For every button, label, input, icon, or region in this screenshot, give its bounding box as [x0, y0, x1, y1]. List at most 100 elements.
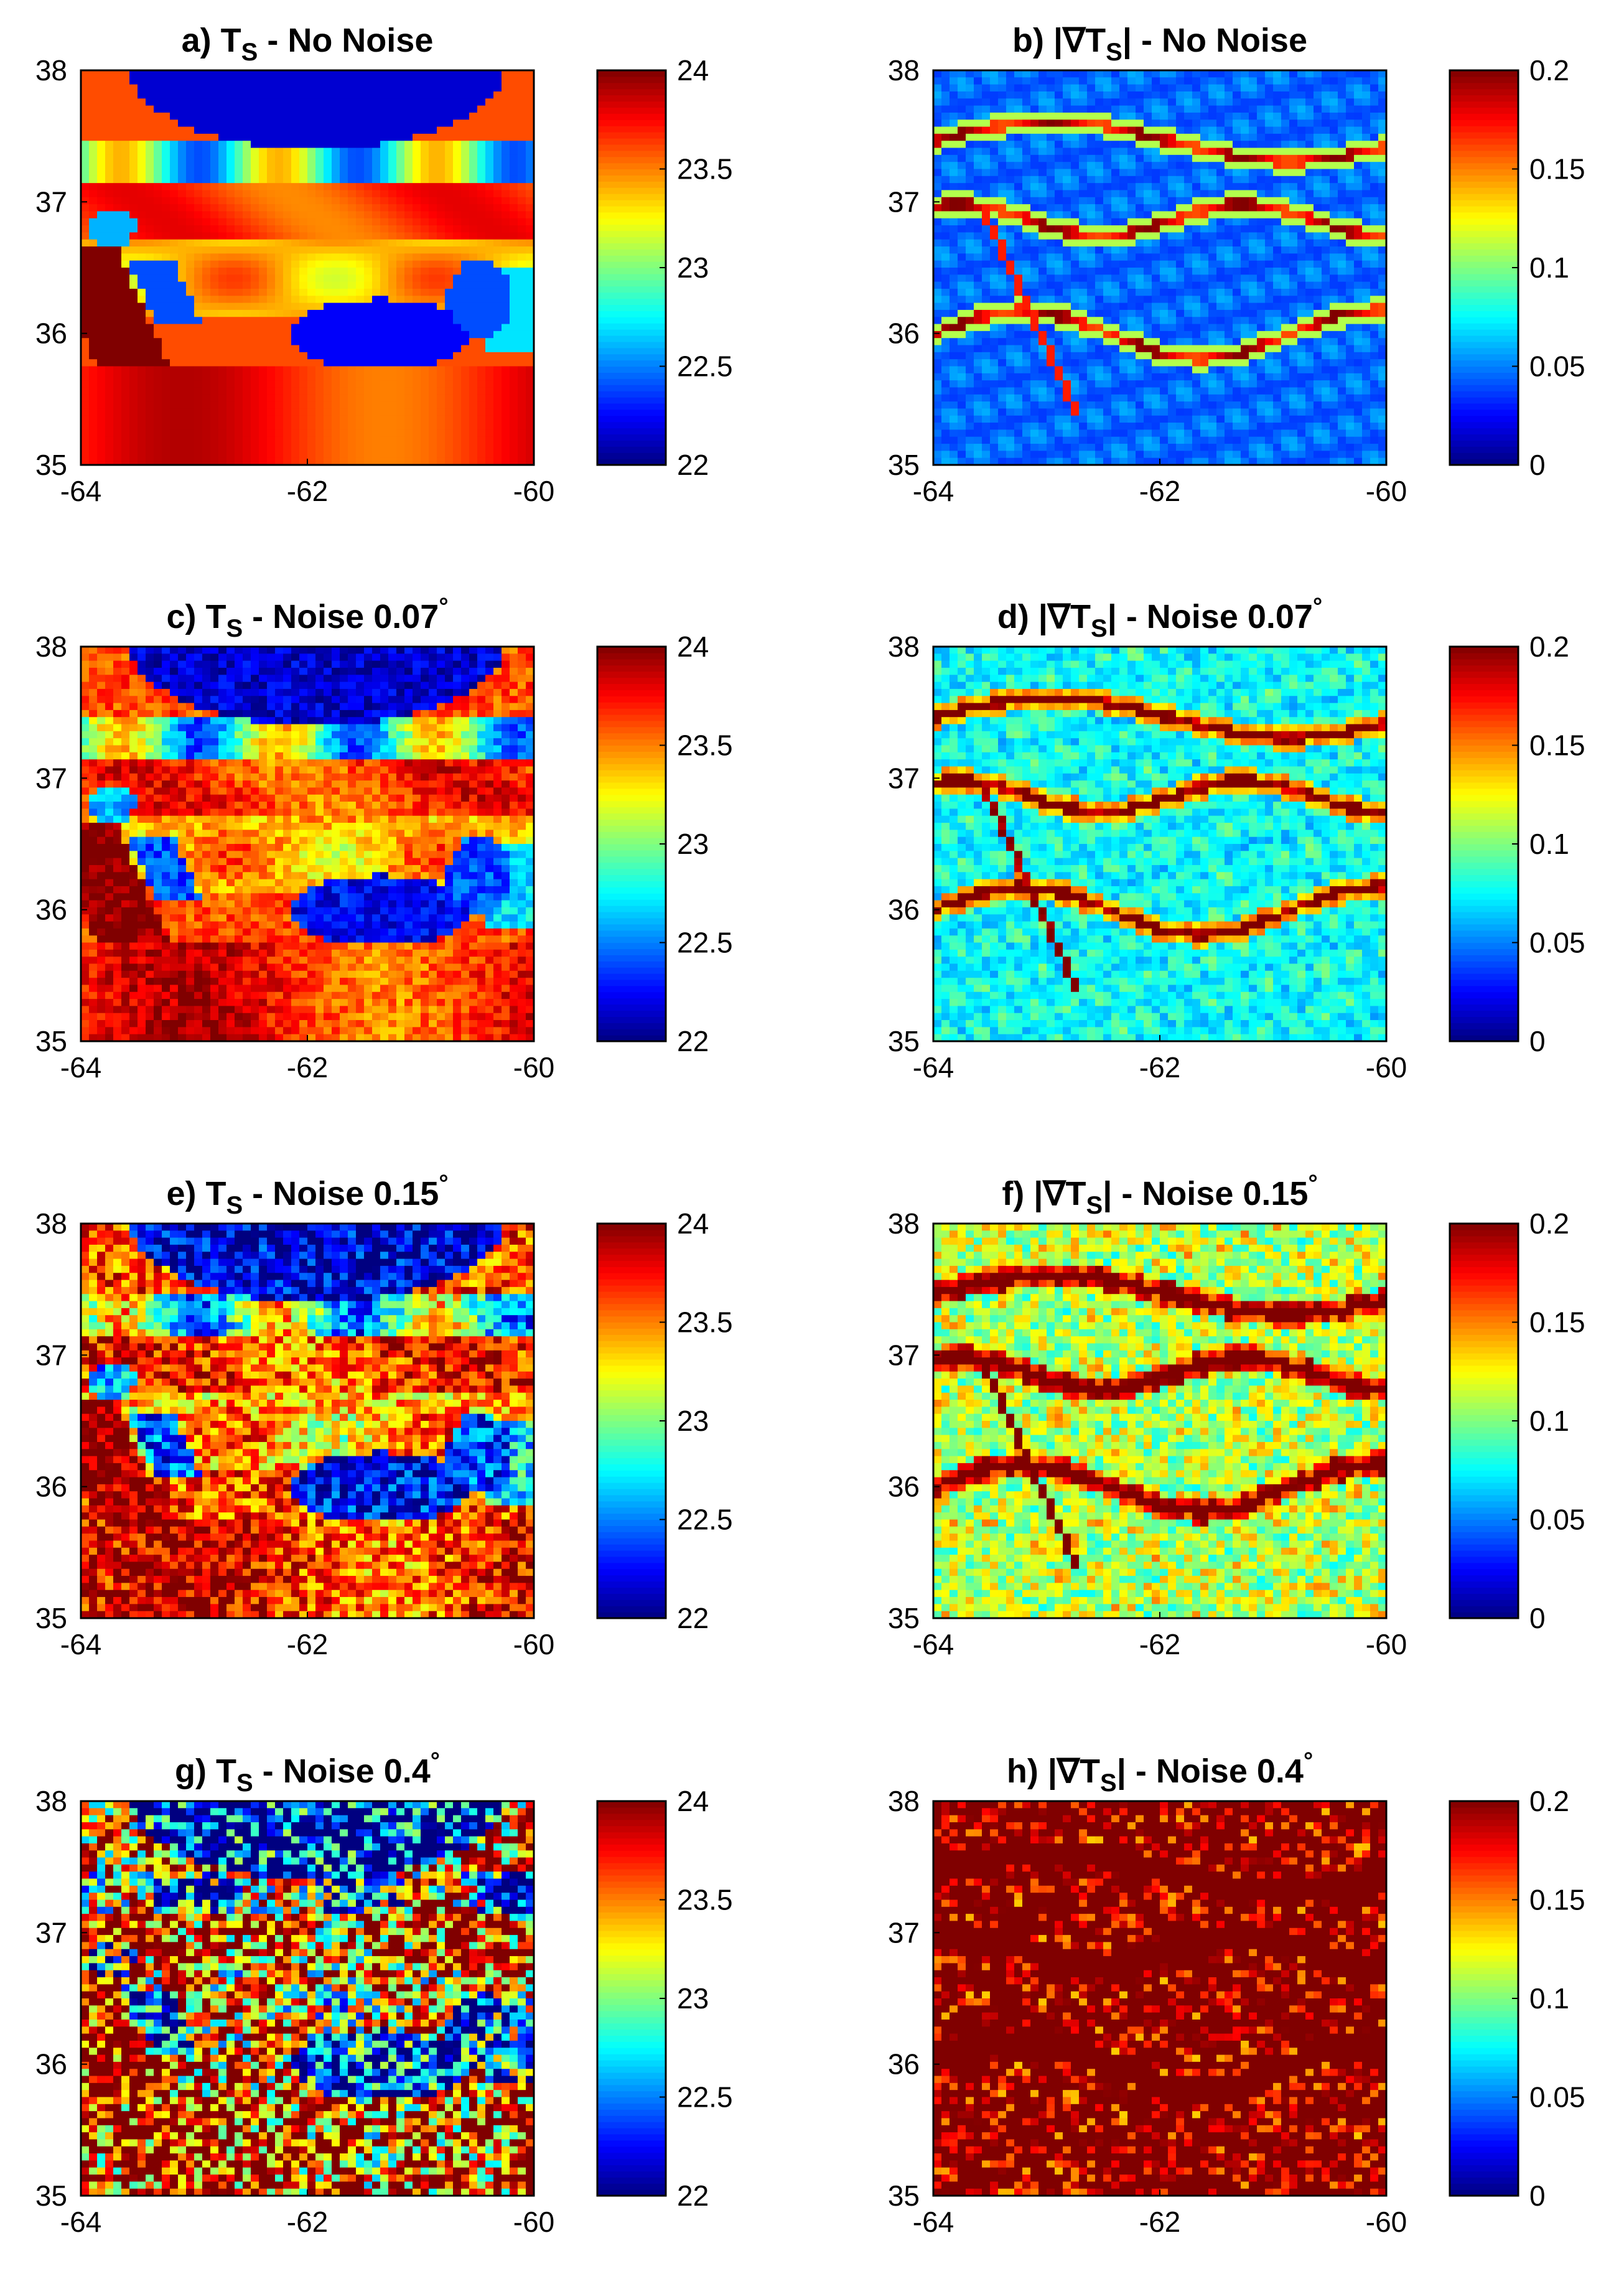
heatmap-cell [950, 359, 958, 367]
heatmap-cell [461, 211, 470, 218]
heatmap-cell [1047, 85, 1055, 92]
heatmap-cell [998, 176, 1007, 184]
heatmap-cell [226, 387, 235, 395]
heatmap-cell [1014, 148, 1023, 156]
heatmap-cell [356, 141, 365, 148]
heatmap-cell [1071, 225, 1080, 233]
colorbar-swatch [597, 274, 666, 281]
heatmap-cell [958, 91, 966, 99]
heatmap-cell [493, 416, 502, 423]
heatmap-cell [1014, 317, 1023, 324]
heatmap-cell [493, 359, 502, 367]
heatmap-cell [429, 395, 437, 402]
heatmap-cell [413, 268, 421, 275]
heatmap-cell [162, 176, 170, 184]
heatmap-cell [210, 197, 219, 205]
heatmap-cell [372, 408, 381, 416]
heatmap-cell [97, 282, 106, 289]
heatmap-cell [429, 162, 437, 169]
heatmap-cell [291, 261, 300, 268]
heatmap-cell [421, 113, 429, 120]
heatmap-cell [275, 261, 284, 268]
heatmap-cell [445, 253, 454, 261]
heatmap-cell [235, 98, 243, 106]
heatmap-cell [413, 401, 421, 409]
heatmap-cell [1103, 127, 1112, 134]
heatmap-cell [404, 240, 413, 247]
heatmap-cell [982, 317, 991, 324]
heatmap-cell [1127, 246, 1136, 254]
heatmap-cell [113, 387, 122, 395]
heatmap-cell [170, 176, 179, 184]
heatmap-cell [97, 176, 106, 184]
heatmap-cell [81, 218, 90, 226]
heatmap-cell [129, 197, 138, 205]
heatmap-cell [974, 387, 982, 395]
heatmap-cell [1103, 197, 1112, 205]
heatmap-cell [421, 451, 429, 458]
heatmap-cell [283, 246, 292, 254]
heatmap-cell [113, 176, 122, 184]
heatmap-cell [1095, 317, 1104, 324]
heatmap-cell [485, 303, 494, 311]
heatmap-cell [510, 225, 518, 233]
heatmap-cell [372, 352, 381, 360]
heatmap-cell [1087, 401, 1096, 409]
heatmap-cell [421, 289, 429, 296]
heatmap-cell [461, 423, 470, 430]
heatmap-cell [364, 380, 373, 388]
heatmap-cell [178, 345, 187, 353]
heatmap-cell [202, 324, 211, 332]
heatmap-cell [510, 401, 518, 409]
heatmap-cell [210, 183, 219, 190]
heatmap-cell [146, 91, 154, 99]
heatmap-cell [162, 310, 170, 317]
heatmap-cell [502, 296, 510, 303]
heatmap-cell [958, 218, 966, 226]
heatmap-cell [299, 218, 308, 226]
heatmap-cell [1111, 331, 1120, 339]
heatmap-cell [113, 211, 122, 218]
heatmap-cell [275, 408, 284, 416]
heatmap-cell [990, 345, 999, 353]
heatmap-cell [1022, 352, 1031, 360]
heatmap-cell [1111, 289, 1120, 296]
heatmap-cell [1087, 367, 1096, 374]
heatmap-cell [1047, 395, 1055, 402]
heatmap-cell [226, 190, 235, 197]
heatmap-cell [267, 240, 276, 247]
heatmap-cell [121, 296, 130, 303]
heatmap-cell [421, 437, 429, 444]
heatmap-cell [235, 148, 243, 156]
heatmap-cell [105, 246, 114, 254]
heatmap-cell [81, 134, 90, 141]
heatmap-cell [518, 70, 526, 78]
heatmap-cell [518, 176, 526, 184]
heatmap-cell [1127, 303, 1136, 311]
heatmap-cell [1095, 451, 1104, 458]
heatmap-cell [1006, 395, 1015, 402]
heatmap-cell [356, 190, 365, 197]
heatmap-cell [469, 240, 478, 247]
heatmap-cell [138, 268, 146, 275]
heatmap-cell [315, 176, 324, 184]
heatmap-cell [348, 367, 357, 374]
heatmap-cell [469, 176, 478, 184]
heatmap-cell [89, 338, 98, 345]
heatmap-cell [1111, 444, 1120, 451]
heatmap-cell [348, 91, 357, 99]
heatmap-cell [105, 162, 114, 169]
heatmap-cell [81, 395, 90, 402]
heatmap-cell [421, 91, 429, 99]
heatmap-cell [1055, 197, 1063, 205]
heatmap-cell [348, 77, 357, 85]
heatmap-cell [340, 176, 348, 184]
colorbar-swatch [597, 434, 666, 441]
heatmap-cell [138, 373, 146, 381]
heatmap-cell [1071, 401, 1080, 409]
heatmap-cell [429, 345, 437, 353]
heatmap-cell [356, 85, 365, 92]
heatmap-cell [283, 218, 292, 226]
heatmap-cell [105, 310, 114, 317]
heatmap-cell [267, 246, 276, 254]
